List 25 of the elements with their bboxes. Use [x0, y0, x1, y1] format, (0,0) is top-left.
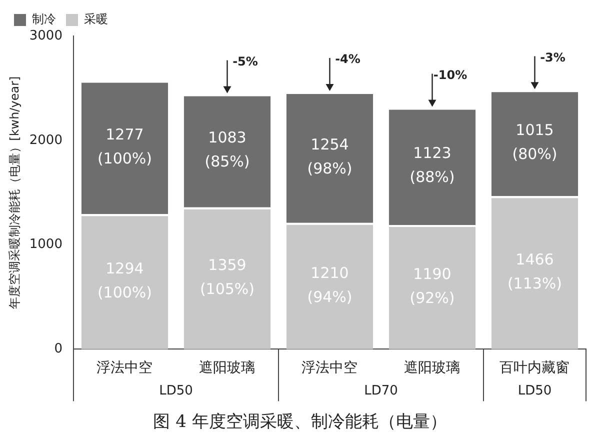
- x-tick-label: 浮法中空: [96, 360, 153, 376]
- legend-label: 制冷: [32, 12, 56, 26]
- data-label: 1123 (88%): [410, 144, 455, 186]
- x-tick-label: 遮阳玻璃: [199, 360, 256, 376]
- y-tick-label: 3000: [29, 28, 62, 44]
- annotation: -5%: [232, 54, 258, 68]
- x-tick-label: 百叶内藏窗: [500, 360, 570, 376]
- y-tick-label: 2000: [29, 132, 62, 148]
- x-tick-label: 浮法中空: [302, 360, 358, 376]
- x-tick-label: 遮阳玻璃: [404, 360, 460, 376]
- legend-label: 采暖: [84, 12, 108, 26]
- y-tick-label: 0: [54, 342, 62, 357]
- data-label: 1254 (98%): [307, 135, 352, 178]
- text: LD50: [518, 384, 552, 399]
- text: LD50: [159, 384, 193, 399]
- annotation: -3%: [540, 50, 566, 64]
- data-label: 1277 (100%): [97, 125, 152, 168]
- y-tick-label: 1000: [29, 237, 62, 252]
- data-label: 1083 (85%): [204, 128, 250, 171]
- annotation: -10%: [433, 68, 468, 82]
- data-label: 1015 (80%): [512, 121, 558, 164]
- text: LD70: [364, 384, 398, 399]
- text: 图 4 年度空调采暖、制冷能耗（电量）: [152, 411, 448, 433]
- y-axis-title: 年度空调采暖制冷能耗（电量）[kwh/year]: [7, 76, 22, 309]
- annotation: -4%: [335, 52, 360, 66]
